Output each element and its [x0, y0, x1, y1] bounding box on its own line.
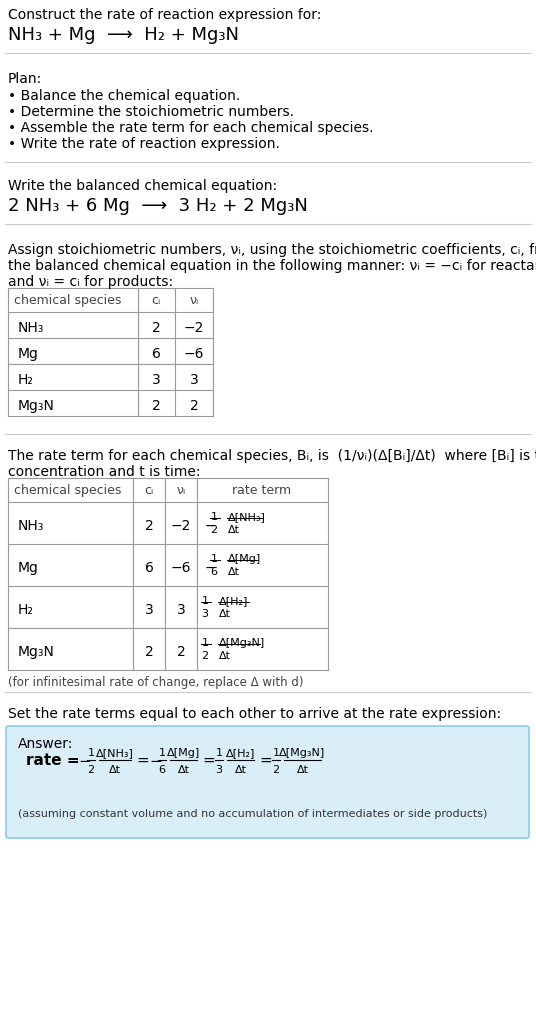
Text: =: =: [259, 752, 272, 767]
Text: rate =: rate =: [26, 752, 85, 767]
Text: Assign stoichiometric numbers, νᵢ, using the stoichiometric coefficients, cᵢ, fr: Assign stoichiometric numbers, νᵢ, using…: [8, 243, 536, 257]
Text: −2: −2: [184, 321, 204, 334]
Text: 3: 3: [152, 373, 160, 386]
Text: 2: 2: [177, 644, 185, 658]
Text: • Write the rate of reaction expression.: • Write the rate of reaction expression.: [8, 137, 280, 151]
Text: and νᵢ = cᵢ for products:: and νᵢ = cᵢ for products:: [8, 275, 173, 288]
Text: 2: 2: [145, 519, 153, 533]
Text: chemical species: chemical species: [14, 293, 121, 307]
Text: H₂: H₂: [18, 602, 34, 616]
Text: Δt: Δt: [177, 764, 190, 774]
Text: 2: 2: [87, 764, 94, 774]
Text: 1: 1: [87, 747, 94, 757]
Text: 1: 1: [159, 747, 166, 757]
Text: −: −: [78, 753, 91, 767]
FancyBboxPatch shape: [6, 727, 529, 839]
Text: Δt: Δt: [296, 764, 309, 774]
Text: Δt: Δt: [228, 525, 240, 535]
Text: Δ[Mg₃N]: Δ[Mg₃N]: [219, 637, 265, 647]
Text: Construct the rate of reaction expression for:: Construct the rate of reaction expressio…: [8, 8, 322, 22]
Text: 2: 2: [211, 525, 218, 535]
Text: 1: 1: [215, 747, 222, 757]
Text: 2 NH₃ + 6 Mg  ⟶  3 H₂ + 2 Mg₃N: 2 NH₃ + 6 Mg ⟶ 3 H₂ + 2 Mg₃N: [8, 197, 308, 215]
Text: (for infinitesimal rate of change, replace Δ with d): (for infinitesimal rate of change, repla…: [8, 676, 303, 688]
Text: Write the balanced chemical equation:: Write the balanced chemical equation:: [8, 178, 277, 193]
Text: Δ[Mg]: Δ[Mg]: [228, 553, 261, 564]
Text: 2: 2: [190, 398, 198, 413]
Text: Mg: Mg: [18, 560, 39, 575]
Text: NH₃: NH₃: [18, 321, 44, 334]
Text: νᵢ: νᵢ: [176, 484, 185, 496]
Text: −: −: [205, 519, 217, 533]
Text: 2: 2: [152, 321, 160, 334]
Text: 6: 6: [159, 764, 166, 774]
Text: Δ[Mg₃N]: Δ[Mg₃N]: [279, 747, 326, 757]
Text: Answer:: Answer:: [18, 737, 73, 750]
Text: 2: 2: [152, 398, 160, 413]
Text: 3: 3: [202, 608, 209, 619]
Text: cᵢ: cᵢ: [151, 293, 161, 307]
Text: 1: 1: [272, 747, 279, 757]
Text: Δ[H₂]: Δ[H₂]: [226, 747, 255, 757]
Text: =: =: [202, 752, 215, 767]
Text: −: −: [149, 753, 162, 767]
Text: =: =: [136, 752, 149, 767]
Text: (assuming constant volume and no accumulation of intermediates or side products): (assuming constant volume and no accumul…: [18, 808, 487, 818]
Text: Δt: Δt: [219, 608, 231, 619]
Text: 2: 2: [272, 764, 280, 774]
Text: 3: 3: [145, 602, 153, 616]
Text: • Assemble the rate term for each chemical species.: • Assemble the rate term for each chemic…: [8, 121, 374, 135]
Text: • Balance the chemical equation.: • Balance the chemical equation.: [8, 89, 240, 103]
Text: NH₃: NH₃: [18, 519, 44, 533]
Text: νᵢ: νᵢ: [189, 293, 199, 307]
Text: Δ[NH₃]: Δ[NH₃]: [228, 512, 266, 522]
Text: Δt: Δt: [219, 650, 231, 660]
Text: rate term: rate term: [233, 484, 292, 496]
Text: Δ[H₂]: Δ[H₂]: [219, 595, 248, 605]
Text: • Determine the stoichiometric numbers.: • Determine the stoichiometric numbers.: [8, 105, 294, 119]
Text: −2: −2: [171, 519, 191, 533]
Text: Mg: Mg: [18, 346, 39, 361]
Text: the balanced chemical equation in the following manner: νᵢ = −cᵢ for reactants: the balanced chemical equation in the fo…: [8, 259, 536, 273]
Text: Plan:: Plan:: [8, 72, 42, 86]
Text: 1: 1: [202, 595, 209, 605]
Text: Δt: Δt: [228, 567, 240, 577]
Text: 2: 2: [145, 644, 153, 658]
Text: The rate term for each chemical species, Bᵢ, is  (1/νᵢ)(Δ[Bᵢ]/Δt)  where [Bᵢ] is: The rate term for each chemical species,…: [8, 448, 536, 463]
Text: 1: 1: [211, 512, 218, 522]
Text: −6: −6: [171, 560, 191, 575]
Text: 3: 3: [177, 602, 185, 616]
Text: 3: 3: [190, 373, 198, 386]
Text: −: −: [205, 560, 217, 575]
Text: 1: 1: [202, 637, 209, 647]
Text: 6: 6: [145, 560, 153, 575]
Text: −6: −6: [184, 346, 204, 361]
Text: cᵢ: cᵢ: [144, 484, 154, 496]
Text: 6: 6: [211, 567, 218, 577]
Text: 2: 2: [202, 650, 209, 660]
Text: 1: 1: [211, 553, 218, 564]
Text: Set the rate terms equal to each other to arrive at the rate expression:: Set the rate terms equal to each other t…: [8, 706, 501, 720]
Text: Mg₃N: Mg₃N: [18, 398, 55, 413]
Text: Δt: Δt: [109, 764, 121, 774]
Text: 6: 6: [152, 346, 160, 361]
Text: concentration and t is time:: concentration and t is time:: [8, 465, 200, 479]
Bar: [8, 479, 328, 671]
Bar: [8, 288, 213, 417]
Text: 3: 3: [215, 764, 222, 774]
Text: Mg₃N: Mg₃N: [18, 644, 55, 658]
Text: H₂: H₂: [18, 373, 34, 386]
Text: NH₃ + Mg  ⟶  H₂ + Mg₃N: NH₃ + Mg ⟶ H₂ + Mg₃N: [8, 25, 239, 44]
Text: Δ[NH₃]: Δ[NH₃]: [96, 747, 134, 757]
Text: chemical species: chemical species: [14, 484, 121, 496]
Text: Δt: Δt: [235, 764, 247, 774]
Text: Δ[Mg]: Δ[Mg]: [167, 747, 200, 757]
